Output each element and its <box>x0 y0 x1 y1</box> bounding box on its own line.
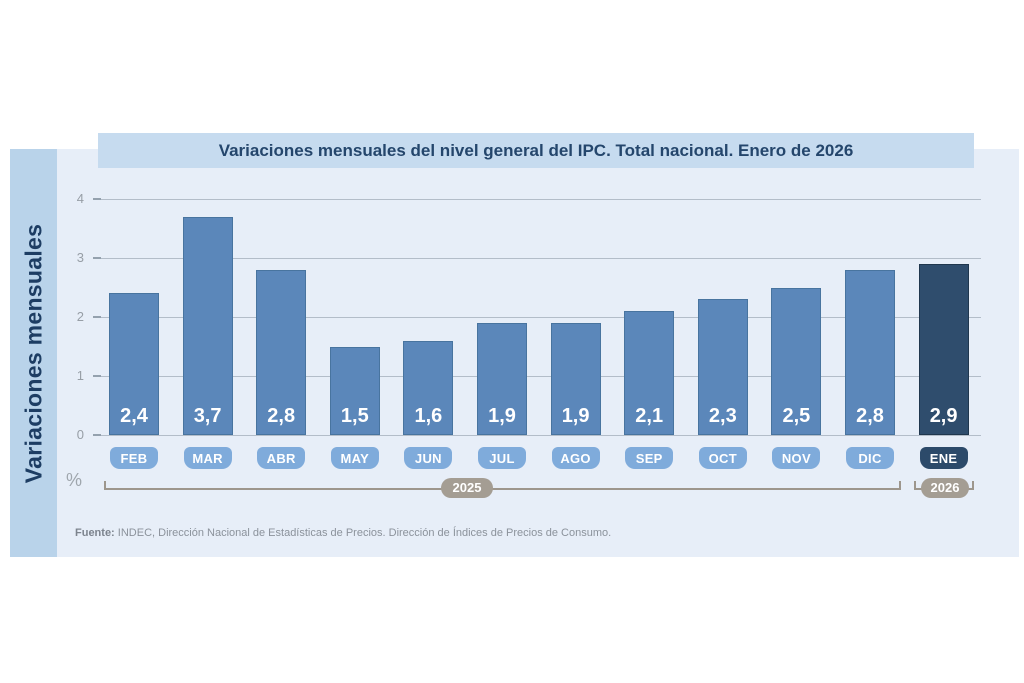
bar-FEB <box>109 293 159 435</box>
year-bracket-tick <box>972 481 974 489</box>
chart-title-banner: Variaciones mensuales del nivel general … <box>98 133 974 168</box>
y-axis-tick <box>93 375 101 377</box>
bar-ENE <box>918 263 969 435</box>
bar-value-label: 1,5 <box>340 405 369 427</box>
bar-MAY <box>329 346 380 435</box>
month-pill-AGO: AGO <box>551 447 600 469</box>
year-bracket-tick <box>104 481 106 489</box>
month-pill-FEB: FEB <box>110 447 158 469</box>
bar-value-label: 2,8 <box>856 405 884 427</box>
percent-unit-label: % <box>66 470 83 490</box>
bar-value-label: 2,4 <box>120 405 148 427</box>
month-pill-NOV: NOV <box>772 447 821 469</box>
bar-MAR <box>182 216 233 435</box>
bar-value-label: 1,9 <box>561 405 590 427</box>
month-pill-DIC: DIC <box>846 447 894 469</box>
bar-value-label: 2,9 <box>929 405 958 427</box>
y-axis-label: 4 <box>76 191 84 206</box>
bar-value-label: 3,7 <box>193 405 222 427</box>
year-bracket-tick <box>899 481 901 489</box>
month-pill-MAY: MAY <box>330 447 379 469</box>
month-pill-ABR: ABR <box>257 447 306 469</box>
y-axis-label: 1 <box>76 368 84 383</box>
year-pill-2025: 2025 <box>441 478 493 498</box>
bar-JUL <box>477 322 527 435</box>
month-pill-MAR: MAR <box>183 447 232 469</box>
source-note: Fuente: INDEC, Dirección Nacional de Est… <box>75 527 611 539</box>
source-text: INDEC, Dirección Nacional de Estadística… <box>114 527 612 539</box>
month-pill-SEP: SEP <box>625 447 674 469</box>
year-bracket-tick <box>914 481 916 489</box>
year-bracket-line <box>104 488 901 490</box>
bar-value-label: 1,6 <box>414 405 443 427</box>
bar-DIC <box>845 269 895 435</box>
bar-SEP <box>624 311 675 435</box>
y-axis-label: 2 <box>76 309 84 324</box>
month-pill-OCT: OCT <box>698 447 747 469</box>
chart-title: Variaciones mensuales del nivel general … <box>218 141 854 160</box>
bar-value-label: 2,1 <box>635 405 664 427</box>
y-axis-tick <box>93 198 101 200</box>
month-pill-JUN: JUN <box>404 447 453 469</box>
bar-value-label: 2,8 <box>267 405 296 427</box>
month-pill-ENE: ENE <box>919 447 968 469</box>
gridline <box>93 199 981 200</box>
bar-JUN <box>403 340 454 435</box>
bar-ABR <box>256 269 307 435</box>
bar-value-label: 1,9 <box>488 405 516 427</box>
gridline <box>93 435 981 436</box>
bar-AGO <box>550 322 601 435</box>
side-band <box>10 149 57 557</box>
bar-NOV <box>771 287 822 435</box>
source-label: Fuente: <box>75 527 115 539</box>
gridline <box>93 258 981 259</box>
y-axis-tick <box>93 257 101 259</box>
bar-value-label: 2,5 <box>782 405 811 427</box>
month-pill-JUL: JUL <box>478 447 526 469</box>
bar-OCT <box>697 299 748 435</box>
y-axis-label: 0 <box>76 427 84 442</box>
year-pill-2026: 2026 <box>921 478 969 498</box>
y-axis-label: 3 <box>76 250 84 265</box>
gridline <box>93 317 981 318</box>
gridline <box>93 376 981 377</box>
y-axis-tick <box>93 434 101 436</box>
bar-value-label: 2,3 <box>708 405 737 427</box>
y-axis-tick <box>93 316 101 318</box>
